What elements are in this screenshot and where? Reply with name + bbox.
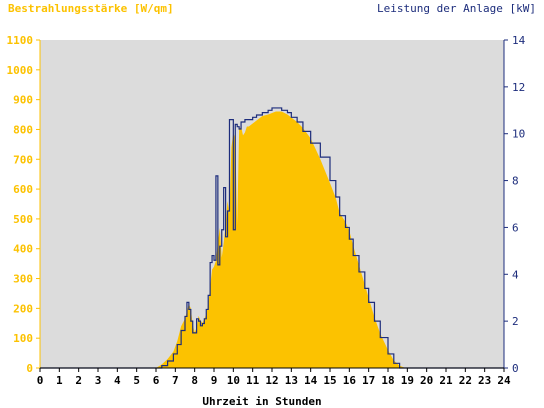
x-tick-label: 18 <box>381 374 394 387</box>
x-axis-ticks: 0 1 2 3 4 5 6 7 8 9 10 11 12 13 14 15 16 17 18 19 20 21 22 23 24 <box>37 368 511 387</box>
x-tick-label: 19 <box>401 374 414 387</box>
x-tick-label: 1 <box>56 374 63 387</box>
right-axis-ticks: 0 2 4 6 8 10 12 14 <box>504 34 526 375</box>
x-tick-label: 0 <box>37 374 44 387</box>
right-tick-label: 4 <box>512 268 519 281</box>
right-tick-label: 8 <box>512 175 519 188</box>
left-axis-ticks: 0 100 200 300 400 500 600 700 800 900 1000 1100 <box>7 34 40 375</box>
power-line <box>40 107 504 369</box>
x-tick-label: 5 <box>133 374 140 387</box>
x-tick-label: 4 <box>114 374 121 387</box>
x-tick-label: 23 <box>478 374 491 387</box>
x-tick-label: 3 <box>95 374 102 387</box>
right-tick-label: 2 <box>512 315 519 328</box>
x-tick-label: 17 <box>362 374 375 387</box>
x-tick-label: 8 <box>191 374 198 387</box>
irradiance-area <box>40 111 504 368</box>
right-tick-label: 10 <box>512 128 525 141</box>
x-axis-label: Uhrzeit in Stunden <box>202 395 321 408</box>
x-tick-label: 14 <box>304 374 318 387</box>
left-tick-label: 1000 <box>7 64 34 77</box>
left-tick-label: 1100 <box>7 34 34 47</box>
right-axis-label: Leistung der Anlage [kW] <box>377 2 536 15</box>
x-tick-label: 11 <box>246 374 260 387</box>
left-tick-label: 700 <box>13 153 33 166</box>
x-tick-label: 6 <box>153 374 160 387</box>
x-tick-label: 20 <box>420 374 433 387</box>
x-tick-label: 12 <box>265 374 278 387</box>
power-line-layer <box>40 107 504 369</box>
left-tick-label: 900 <box>13 94 33 107</box>
x-tick-label: 21 <box>439 374 453 387</box>
x-tick-label: 24 <box>497 374 511 387</box>
right-tick-label: 14 <box>512 34 526 47</box>
left-tick-label: 400 <box>13 243 33 256</box>
left-tick-label: 100 <box>13 332 33 345</box>
right-tick-label: 0 <box>512 362 519 375</box>
left-tick-label: 200 <box>13 302 33 315</box>
left-tick-label: 600 <box>13 183 33 196</box>
left-tick-label: 500 <box>13 213 33 226</box>
x-tick-label: 7 <box>172 374 179 387</box>
x-tick-label: 15 <box>323 374 336 387</box>
left-tick-label: 0 <box>26 362 33 375</box>
x-tick-label: 22 <box>459 374 472 387</box>
irradiance-area-layer <box>40 111 504 368</box>
left-axis-label: Bestrahlungsstärke [W/qm] <box>8 2 174 15</box>
right-tick-label: 12 <box>512 81 525 94</box>
x-tick-label: 13 <box>285 374 298 387</box>
left-tick-label: 300 <box>13 273 33 286</box>
right-tick-label: 6 <box>512 221 519 234</box>
x-tick-label: 10 <box>227 374 240 387</box>
x-tick-label: 16 <box>343 374 357 387</box>
left-tick-label: 800 <box>13 123 33 136</box>
x-tick-label: 9 <box>211 374 218 387</box>
x-tick-label: 2 <box>75 374 82 387</box>
